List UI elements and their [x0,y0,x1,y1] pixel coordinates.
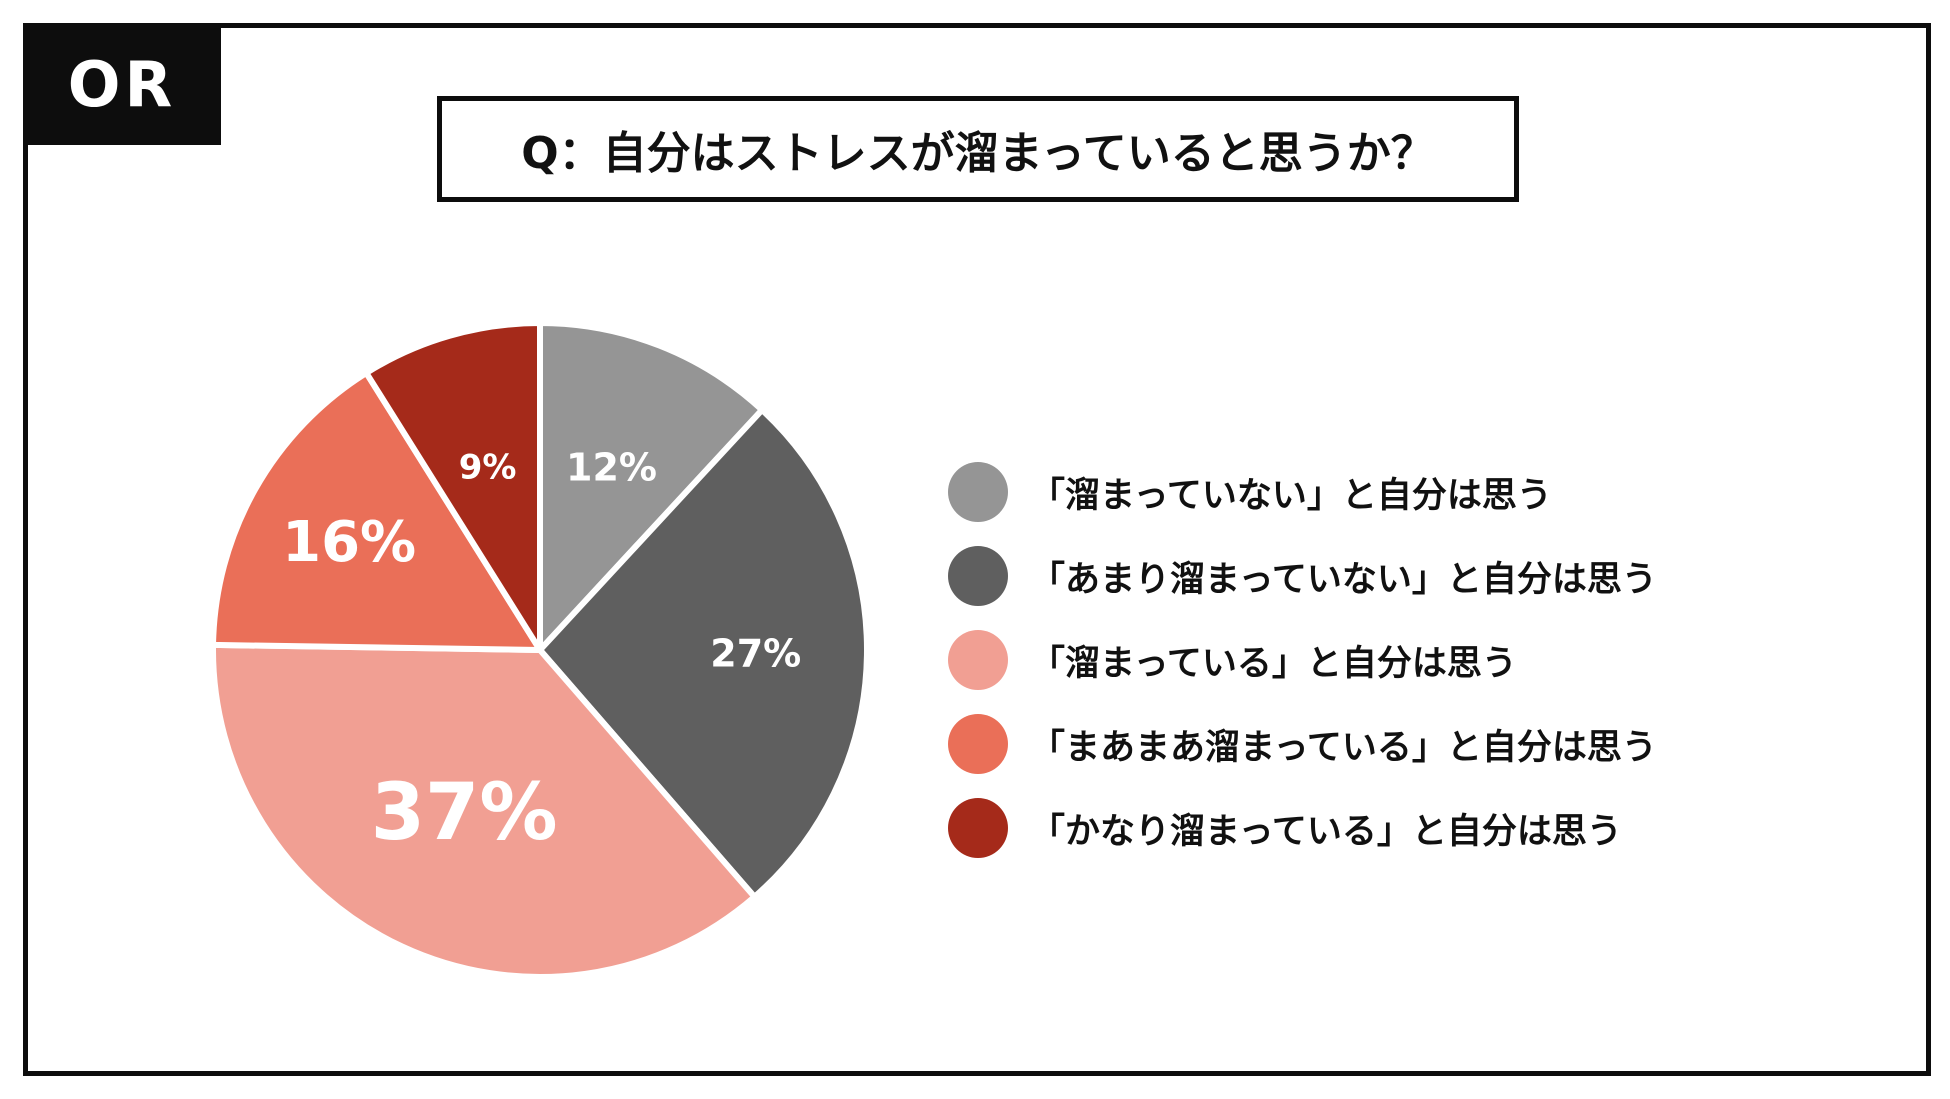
legend-swatch [948,546,1008,606]
legend-item-not-very-stressed: 「あまり溜まっていない」と自分は思う [948,534,1657,618]
chart-title: Q：自分はストレスが溜まっていると思うか？ [437,96,1519,202]
pie-slice [210,369,543,653]
legend: 「溜まっていない」と自分は思う 「あまり溜まっていない」と自分は思う 「溜まって… [948,450,1657,870]
pie-slice [210,641,758,980]
legend-item-stressed: 「溜まっている」と自分は思う [948,618,1657,702]
legend-item-not-stressed: 「溜まっていない」と自分は思う [948,450,1657,534]
legend-label: 「溜まっている」と自分は思う [1030,643,1517,684]
legend-label: 「かなり溜まっている」と自分は思う [1030,811,1622,852]
pie-slice-label: 27% [710,631,801,675]
legend-label: 「溜まっていない」と自分は思う [1030,475,1552,516]
pie-chart: 12% 27% 37% 16% 9% [210,320,870,980]
pie-slice [363,320,543,653]
legend-label: 「まあまあ溜まっている」と自分は思う [1030,727,1657,768]
pie-slice-label: 9% [459,448,517,488]
pie-slice-label: 12% [566,445,657,489]
pie-slice [537,320,766,653]
chart-frame [23,23,1931,1076]
pie-slice-label: 37% [371,768,558,858]
legend-label: 「あまり溜まっていない」と自分は思う [1030,559,1657,600]
legend-swatch [948,630,1008,690]
legend-item-somewhat-stressed: 「まあまあ溜まっている」と自分は思う [948,702,1657,786]
pie-slice [537,406,870,900]
pie-slice-label: 16% [282,510,416,575]
brand-logo: OR [23,23,221,145]
legend-swatch [948,798,1008,858]
legend-item-very-stressed: 「かなり溜まっている」と自分は思う [948,786,1657,870]
legend-swatch [948,714,1008,774]
legend-swatch [948,462,1008,522]
